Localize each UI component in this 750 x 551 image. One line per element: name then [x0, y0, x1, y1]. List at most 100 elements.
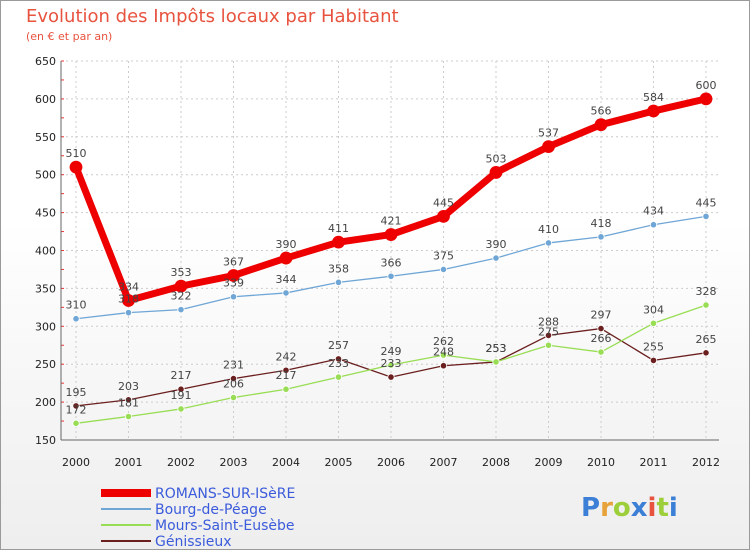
y-tick-label: 550 — [35, 131, 56, 144]
data-label: 231 — [223, 359, 244, 372]
y-tick-label: 300 — [35, 320, 56, 333]
x-tick-label: 2010 — [587, 456, 615, 469]
data-label: 418 — [591, 217, 612, 230]
data-point — [544, 239, 553, 247]
data-point — [649, 221, 658, 229]
data-point — [597, 348, 605, 356]
data-label: 217 — [171, 369, 192, 382]
data-point — [702, 301, 710, 309]
data-label: 265 — [696, 333, 717, 346]
data-point — [649, 356, 658, 365]
data-label: 445 — [433, 196, 454, 209]
data-point — [334, 355, 343, 363]
x-tick-label: 2004 — [272, 456, 300, 469]
x-tick-label: 2008 — [482, 456, 510, 469]
data-label: 353 — [171, 266, 192, 279]
data-label: 434 — [643, 205, 664, 218]
data-point — [282, 289, 290, 297]
data-point — [542, 140, 555, 154]
data-label: 445 — [696, 196, 717, 209]
data-point — [387, 361, 395, 369]
data-point — [72, 402, 80, 410]
data-label: 367 — [223, 256, 244, 269]
data-point — [332, 235, 345, 249]
data-point — [124, 309, 133, 317]
chart-title: Evolution des Impôts locaux par Habitant — [26, 6, 399, 27]
data-point — [124, 396, 133, 404]
y-tick-label: 200 — [35, 396, 56, 409]
data-point — [122, 294, 135, 307]
data-label: 297 — [591, 309, 612, 322]
data-label: 255 — [643, 340, 664, 353]
data-point — [702, 349, 710, 357]
data-label: 181 — [118, 397, 139, 410]
x-tick-label: 2002 — [167, 456, 195, 469]
data-point — [229, 293, 238, 301]
data-label: 421 — [381, 215, 402, 228]
data-point — [699, 92, 713, 106]
data-label: 172 — [66, 403, 87, 416]
data-label: 339 — [223, 277, 244, 290]
y-tick-label: 500 — [35, 169, 56, 182]
data-label: 233 — [381, 357, 402, 370]
logo-letter: t — [656, 493, 668, 523]
data-point — [279, 251, 293, 265]
y-tick-label: 150 — [35, 434, 56, 447]
series-Bourg-de-Péage — [72, 212, 710, 323]
data-label: 253 — [486, 342, 507, 355]
data-point — [492, 358, 500, 366]
logo-letter: r — [600, 493, 613, 523]
x-tick-label: 2009 — [535, 456, 563, 469]
axes: 650 600 550 500 450 400 350 300 250 200 150 2000 200… — [35, 55, 720, 469]
data-point — [177, 306, 185, 314]
data-point — [72, 315, 80, 323]
series-Mours-Saint-Eusèbe — [72, 301, 710, 427]
data-label: 217 — [276, 369, 297, 382]
series: 195 203 217 231 242 257 233 248 253 288 297 255 265 1… — [66, 79, 717, 427]
data-label: 366 — [381, 256, 402, 269]
data-label: 203 — [118, 380, 139, 393]
data-label: 195 — [66, 386, 87, 399]
data-label: 304 — [643, 303, 664, 316]
x-tick-label: 2005 — [325, 456, 353, 469]
legend-entry: Génissieux — [155, 534, 231, 550]
x-tick-label: 2003 — [220, 456, 248, 469]
logo-letter: P — [581, 493, 600, 523]
legend: ROMANS-SUR-ISèREBourg-de-PéageMours-Sain… — [101, 486, 295, 550]
data-point — [177, 385, 185, 393]
data-label: 262 — [433, 335, 454, 348]
data-point — [594, 118, 608, 132]
logo-letter: o — [613, 493, 631, 523]
data-label: 266 — [591, 332, 612, 345]
data-label: 334 — [118, 281, 139, 294]
data-point — [544, 331, 553, 339]
data-label: 344 — [276, 273, 297, 286]
data-label: 206 — [223, 378, 244, 391]
data-label: 249 — [381, 345, 402, 358]
x-tick-label: 2000 — [62, 456, 90, 469]
data-label: 310 — [66, 299, 87, 312]
data-point — [439, 362, 448, 370]
data-label: 253 — [486, 342, 507, 355]
y-tick-label: 250 — [35, 358, 56, 371]
data-label: 257 — [328, 339, 349, 352]
data-point — [597, 233, 605, 241]
y-tick-label: 450 — [35, 207, 56, 220]
data-label: 510 — [66, 147, 87, 160]
x-tick-label: 2012 — [692, 456, 720, 469]
logo-letter: i — [669, 493, 678, 523]
data-point — [69, 160, 83, 174]
logo-letter: x — [631, 493, 648, 523]
data-label: 566 — [591, 105, 612, 118]
data-label: 358 — [328, 262, 349, 275]
data-label: 537 — [538, 127, 559, 140]
data-point — [387, 373, 395, 381]
data-label: 375 — [433, 249, 454, 262]
data-point — [229, 375, 238, 383]
data-point — [437, 209, 450, 223]
data-point — [439, 265, 448, 274]
legend-entry: Mours-Saint-Eusèbe — [155, 518, 295, 534]
data-label: 328 — [696, 285, 717, 298]
data-point — [177, 405, 185, 413]
